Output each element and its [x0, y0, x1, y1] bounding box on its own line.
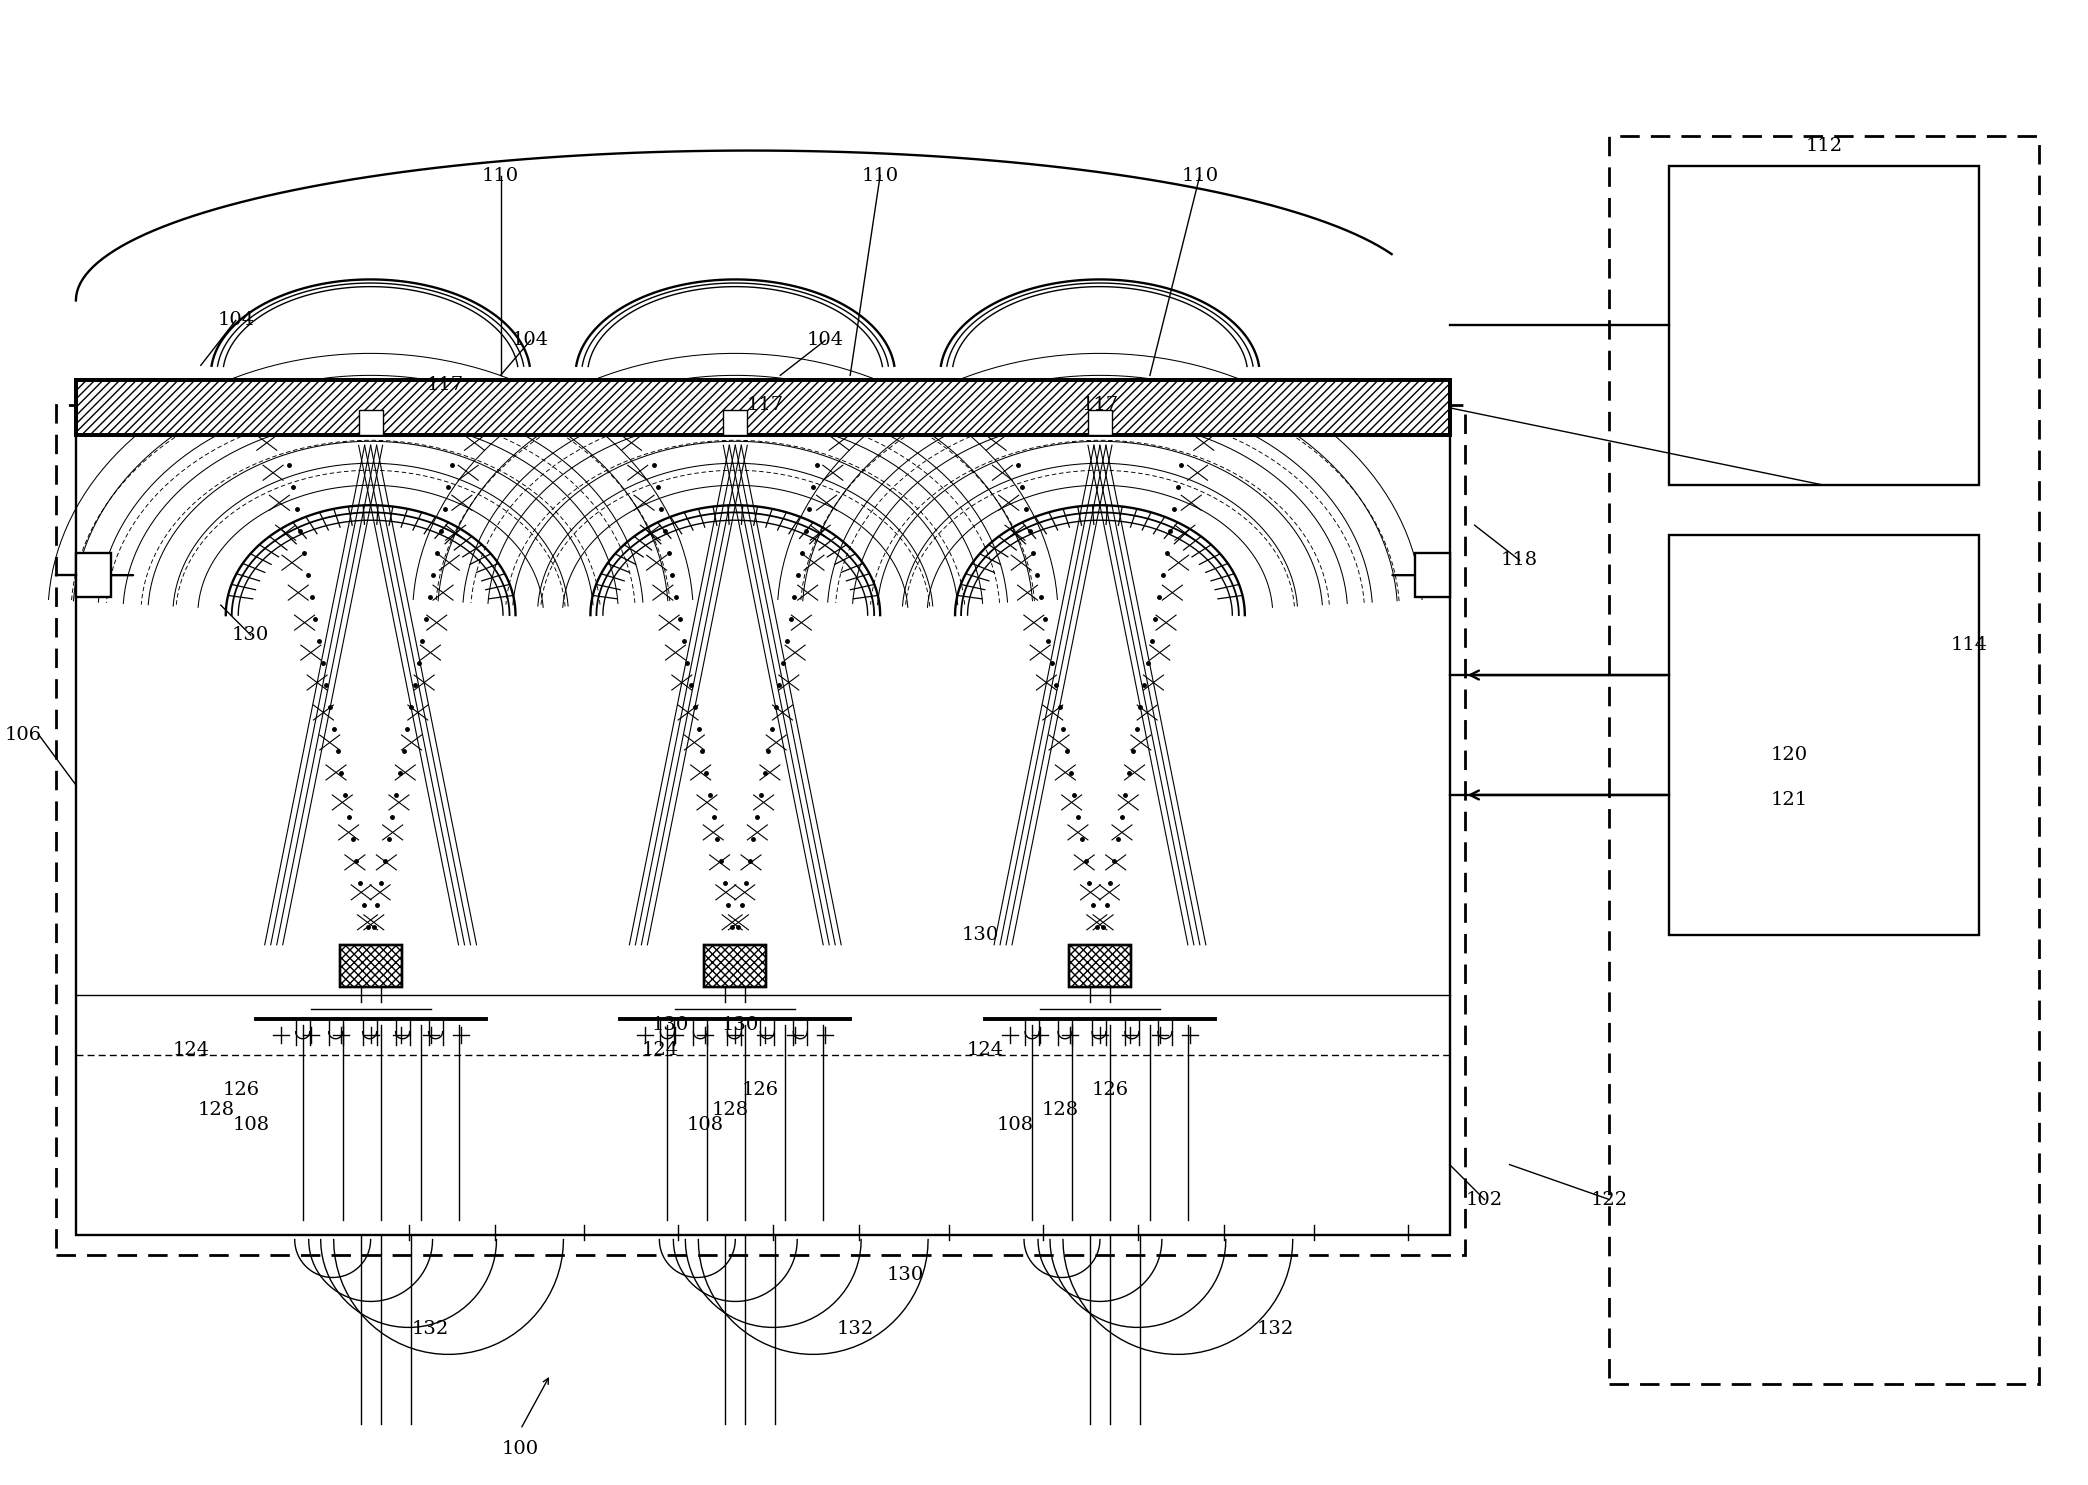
Text: 128: 128 — [712, 1100, 750, 1118]
Text: 108: 108 — [996, 1115, 1034, 1133]
Text: 122: 122 — [1591, 1191, 1629, 1209]
Text: 126: 126 — [221, 1081, 259, 1099]
Bar — [1069, 944, 1132, 986]
Text: 124: 124 — [967, 1041, 1004, 1059]
Text: 124: 124 — [171, 1041, 209, 1059]
Bar — [704, 944, 766, 986]
Bar — [359, 410, 382, 435]
Bar — [1416, 554, 1449, 597]
Text: 128: 128 — [196, 1100, 234, 1118]
Text: 132: 132 — [837, 1320, 873, 1338]
Text: 108: 108 — [232, 1115, 269, 1133]
Text: 117: 117 — [748, 396, 783, 414]
Bar — [1610, 135, 2040, 1384]
Bar — [704, 944, 766, 986]
Text: 124: 124 — [641, 1041, 679, 1059]
Bar — [75, 554, 111, 597]
Text: 112: 112 — [1806, 137, 1844, 154]
Bar — [1088, 410, 1113, 435]
Text: 130: 130 — [651, 1016, 689, 1034]
Text: 108: 108 — [687, 1115, 725, 1133]
Text: 126: 126 — [741, 1081, 779, 1099]
Bar — [1670, 535, 1979, 936]
Text: 126: 126 — [1092, 1081, 1128, 1099]
Text: 104: 104 — [217, 312, 255, 330]
Bar — [1670, 165, 1979, 486]
Text: 104: 104 — [512, 331, 549, 349]
Text: 118: 118 — [1501, 551, 1539, 569]
Bar — [1069, 944, 1132, 986]
Bar — [722, 410, 748, 435]
Text: 110: 110 — [1182, 166, 1219, 184]
Bar — [340, 944, 401, 986]
Text: 130: 130 — [722, 1016, 758, 1034]
Text: 120: 120 — [1771, 745, 1808, 763]
Text: 102: 102 — [1466, 1191, 1503, 1209]
Text: 114: 114 — [1950, 636, 1988, 653]
Text: 130: 130 — [232, 627, 269, 644]
Text: 132: 132 — [1257, 1320, 1292, 1338]
Text: 117: 117 — [1082, 396, 1119, 414]
Text: 132: 132 — [411, 1320, 449, 1338]
Text: 128: 128 — [1042, 1100, 1079, 1118]
Text: 130: 130 — [887, 1265, 923, 1283]
Bar — [56, 405, 1464, 1255]
Text: 121: 121 — [1771, 792, 1808, 809]
Bar — [75, 416, 1449, 1234]
Text: 100: 100 — [501, 1440, 539, 1458]
Bar — [75, 380, 1449, 435]
Text: 130: 130 — [960, 925, 998, 944]
Text: 104: 104 — [806, 331, 844, 349]
Text: 110: 110 — [862, 166, 898, 184]
Bar — [340, 944, 401, 986]
Text: 106: 106 — [4, 726, 42, 744]
Bar — [75, 380, 1449, 435]
Text: 117: 117 — [428, 376, 464, 395]
Text: 110: 110 — [482, 166, 520, 184]
